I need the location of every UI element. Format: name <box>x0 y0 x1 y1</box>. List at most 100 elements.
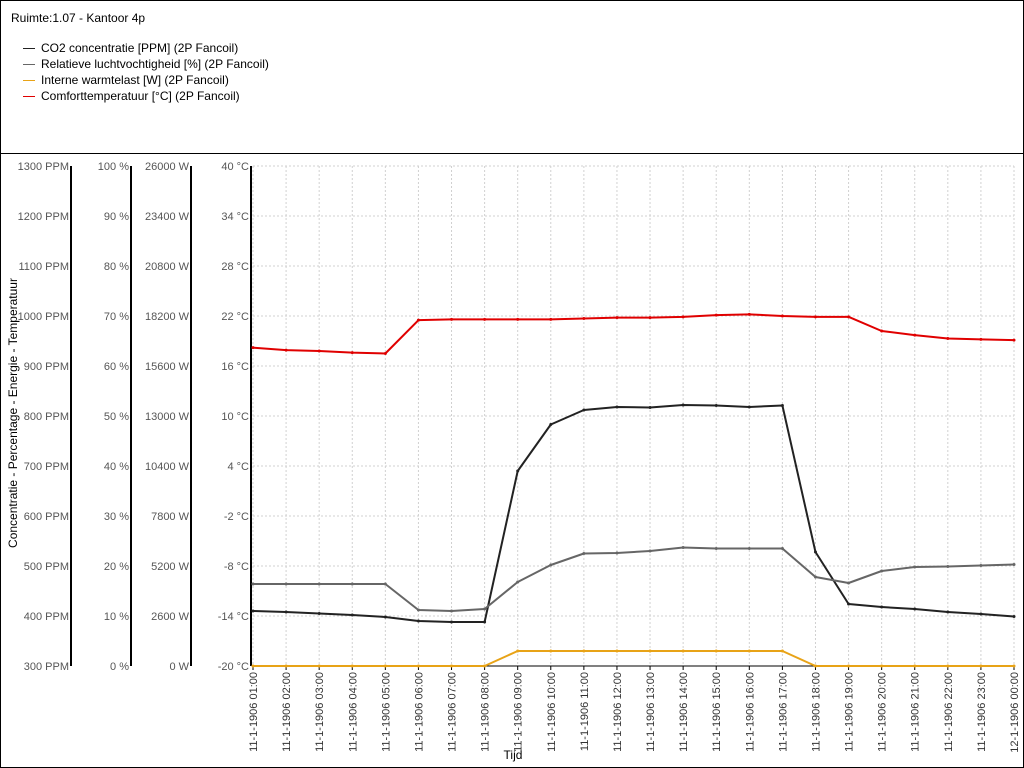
data-point-co2 <box>284 610 288 614</box>
data-point-temperature <box>251 346 255 350</box>
legend-label-temperature: Comforttemperatuur [°C] (2P Fancoil) <box>41 89 240 103</box>
data-point-humidity <box>483 607 487 611</box>
x-tick-label: 11-1-1906 07:00 <box>447 672 459 752</box>
data-point-co2 <box>1012 615 1016 618</box>
data-point-heat-load <box>284 664 288 668</box>
chart-header: Ruimte:1.07 - Kantoor 4p CO2 concentrati… <box>1 1 1023 154</box>
data-point-temperature <box>317 349 321 353</box>
data-point-heat-load <box>714 649 718 653</box>
data-point-temperature <box>714 313 718 317</box>
data-point-humidity <box>813 575 817 579</box>
data-point-temperature <box>1012 338 1016 342</box>
data-point-humidity <box>416 608 420 612</box>
data-point-temperature <box>350 351 354 355</box>
y-tick-label-heat-load: 15600 W <box>145 361 190 373</box>
y-tick-label-humidity: 0 % <box>110 661 129 673</box>
data-point-heat-load <box>450 664 454 668</box>
y-tick-label-humidity: 20 % <box>104 561 129 573</box>
data-point-temperature <box>780 314 784 318</box>
y-tick-label-humidity: 30 % <box>104 511 129 523</box>
data-point-temperature <box>747 312 751 316</box>
data-point-temperature <box>681 315 685 319</box>
room-title: Ruimte:1.07 - Kantoor 4p <box>11 11 146 25</box>
data-point-temperature <box>516 317 520 321</box>
data-point-co2 <box>516 469 520 473</box>
data-point-heat-load <box>979 664 983 668</box>
y-tick-label-heat-load: 18200 W <box>145 311 190 323</box>
data-point-temperature <box>813 315 817 319</box>
data-point-humidity <box>913 565 917 569</box>
y-tick-label-temperature: 22 °C <box>221 311 249 323</box>
y-tick-label-heat-load: 23400 W <box>145 211 190 223</box>
data-point-heat-load <box>416 664 420 668</box>
y-tick-label-co2: 400 PPM <box>24 611 69 623</box>
data-point-co2 <box>648 406 652 409</box>
y-axes: 1300 PPM 1200 PPM 1100 PPM 1000 PPM 900 PPM 8… <box>18 161 252 673</box>
y-tick-label-humidity: 60 % <box>104 361 129 373</box>
y-tick-label-co2: 600 PPM <box>24 511 69 523</box>
x-tick-label: 11-1-1906 23:00 <box>976 672 988 752</box>
y-tick-label-humidity: 40 % <box>104 461 129 473</box>
x-tick-label: 11-1-1906 16:00 <box>744 672 756 752</box>
x-tick-label: 11-1-1906 22:00 <box>943 672 955 752</box>
y-tick-label-co2: 500 PPM <box>24 561 69 573</box>
y-tick-label-heat-load: 7800 W <box>151 511 190 523</box>
y-tick-label-heat-load: 26000 W <box>145 161 190 173</box>
data-point-heat-load <box>516 649 520 653</box>
y-tick-label-co2: 900 PPM <box>24 361 69 373</box>
data-point-temperature <box>979 337 983 341</box>
data-point-humidity <box>450 609 454 613</box>
y-tick-label-temperature: -20 °C <box>218 661 249 673</box>
data-point-temperature <box>483 317 487 321</box>
data-point-humidity <box>549 563 553 567</box>
data-point-heat-load <box>483 664 487 668</box>
data-point-temperature <box>648 316 652 320</box>
data-point-humidity <box>847 581 851 585</box>
data-point-heat-load <box>747 649 751 653</box>
data-point-heat-load <box>847 664 851 668</box>
data-point-co2 <box>317 612 321 615</box>
data-point-humidity <box>979 564 983 567</box>
data-point-humidity <box>251 582 255 586</box>
data-point-humidity <box>946 565 950 568</box>
x-tick-label: 11-1-1906 03:00 <box>314 672 326 752</box>
data-point-temperature <box>913 333 917 337</box>
x-axis: 11-1-1906 01:00 11-1-1906 02:00 11-1-1906 … <box>248 665 1021 753</box>
data-point-heat-load <box>383 664 387 668</box>
data-point-co2 <box>483 620 487 624</box>
y-tick-label-humidity: 90 % <box>104 211 129 223</box>
x-tick-label: 11-1-1906 21:00 <box>910 672 922 752</box>
data-point-co2 <box>979 612 983 616</box>
y-tick-label-humidity: 10 % <box>104 611 129 623</box>
y-tick-label-temperature: 28 °C <box>221 261 249 273</box>
data-point-co2 <box>615 405 619 409</box>
data-point-humidity <box>383 582 387 586</box>
x-tick-label: 11-1-1906 18:00 <box>810 672 822 752</box>
data-point-humidity <box>284 582 288 586</box>
x-tick-label: 12-1-1906 00:00 <box>1009 672 1021 753</box>
y-tick-label-heat-load: 20800 W <box>145 261 190 273</box>
data-point-temperature <box>284 348 288 352</box>
legend-swatch-heat-load <box>23 80 35 81</box>
x-tick-label: 11-1-1906 09:00 <box>513 672 525 752</box>
data-point-heat-load <box>615 649 619 653</box>
data-point-temperature <box>450 317 454 321</box>
data-point-heat-load <box>813 664 817 668</box>
data-point-heat-load <box>582 649 586 653</box>
data-point-co2 <box>251 609 255 613</box>
x-tick-label: 11-1-1906 04:00 <box>347 672 359 752</box>
data-point-co2 <box>681 403 685 407</box>
x-tick-label: 11-1-1906 06:00 <box>413 672 425 752</box>
data-point-temperature <box>880 329 884 333</box>
x-tick-label: 11-1-1906 02:00 <box>281 672 293 752</box>
data-point-humidity <box>747 547 751 550</box>
series-line-humidity <box>253 546 1015 612</box>
y-tick-label-temperature: -2 °C <box>224 511 249 523</box>
data-point-heat-load <box>1012 664 1016 668</box>
data-point-co2 <box>582 408 586 412</box>
legend-swatch-temperature <box>23 96 35 97</box>
data-point-temperature <box>383 352 387 355</box>
legend-label-heat-load: Interne warmtelast [W] (2P Fancoil) <box>41 73 229 87</box>
data-point-heat-load <box>780 649 784 653</box>
